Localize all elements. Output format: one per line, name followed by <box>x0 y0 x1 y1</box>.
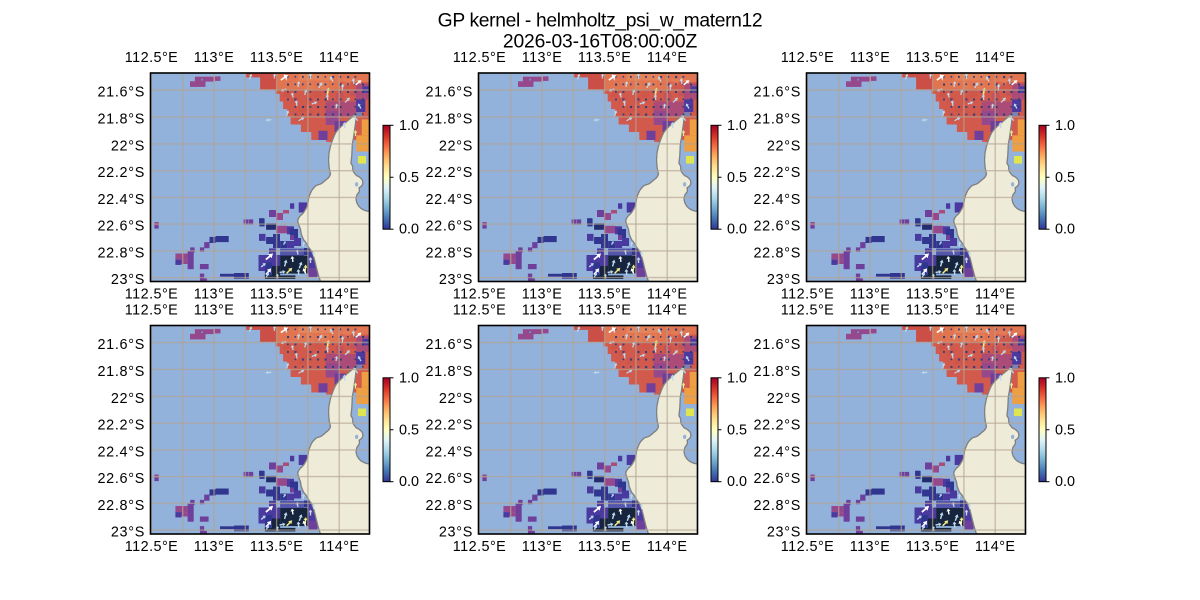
svg-text:2026-03-16T08:00:00Z: 2026-03-16T08:00:00Z <box>503 31 698 52</box>
svg-text:GP kernel - helmholtz_psi_w_ma: GP kernel - helmholtz_psi_w_matern12 <box>438 11 763 32</box>
